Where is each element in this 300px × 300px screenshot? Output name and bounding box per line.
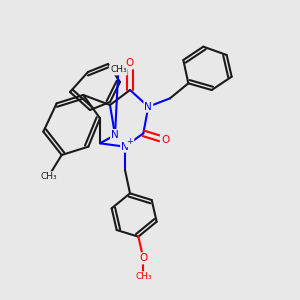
Text: +: + <box>127 137 134 146</box>
Text: O: O <box>139 253 148 263</box>
Text: O: O <box>126 58 134 68</box>
Text: N: N <box>145 102 152 112</box>
Text: O: O <box>161 135 169 145</box>
Text: CH₃: CH₃ <box>135 272 152 281</box>
Text: N: N <box>111 130 119 140</box>
Text: CH₃: CH₃ <box>110 65 127 74</box>
Text: N: N <box>121 142 129 152</box>
Text: CH₃: CH₃ <box>40 172 57 181</box>
